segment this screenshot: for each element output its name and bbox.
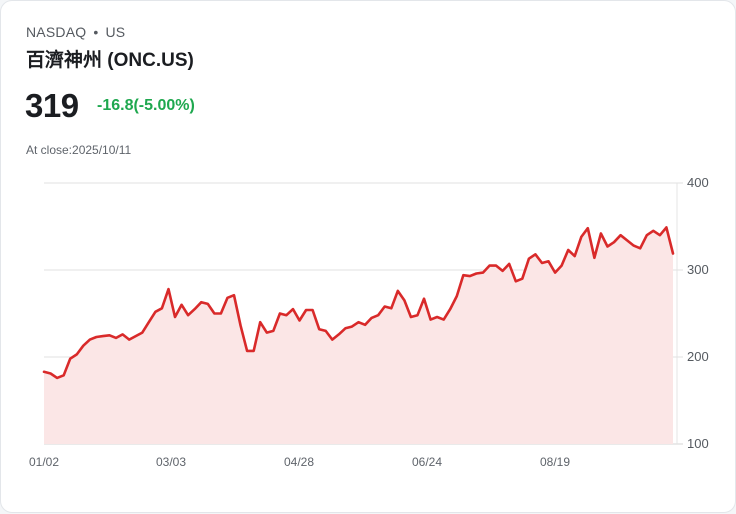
- y-tick-label: 300: [687, 262, 709, 277]
- price-change: -16.8(-5.00%): [97, 97, 195, 114]
- stock-title: 百濟神州 (ONC.US): [26, 50, 194, 71]
- price-line: [42, 226, 675, 380]
- separator-dot: •: [93, 24, 99, 40]
- close-timestamp: At close:2025/10/11: [26, 143, 132, 157]
- exchange-line: NASDAQ • US: [26, 24, 125, 40]
- current-price: 319: [25, 87, 79, 124]
- region-label: US: [105, 24, 126, 40]
- y-tick-label: 100: [687, 436, 709, 451]
- x-tick-label: 03/03: [156, 455, 186, 469]
- x-axis-labels: 01/02 03/03 04/28 06/24 08/19: [29, 455, 570, 469]
- y-tick-label: 400: [687, 175, 709, 190]
- exchange-name: NASDAQ: [26, 24, 87, 40]
- x-tick-label: 04/28: [284, 455, 314, 469]
- x-tick-label: 01/02: [29, 455, 59, 469]
- y-tick-label: 200: [687, 349, 709, 364]
- x-tick-label: 08/19: [540, 455, 570, 469]
- y-axis-labels: 400 300 200 100: [687, 175, 709, 451]
- x-tick-label: 06/24: [412, 455, 442, 469]
